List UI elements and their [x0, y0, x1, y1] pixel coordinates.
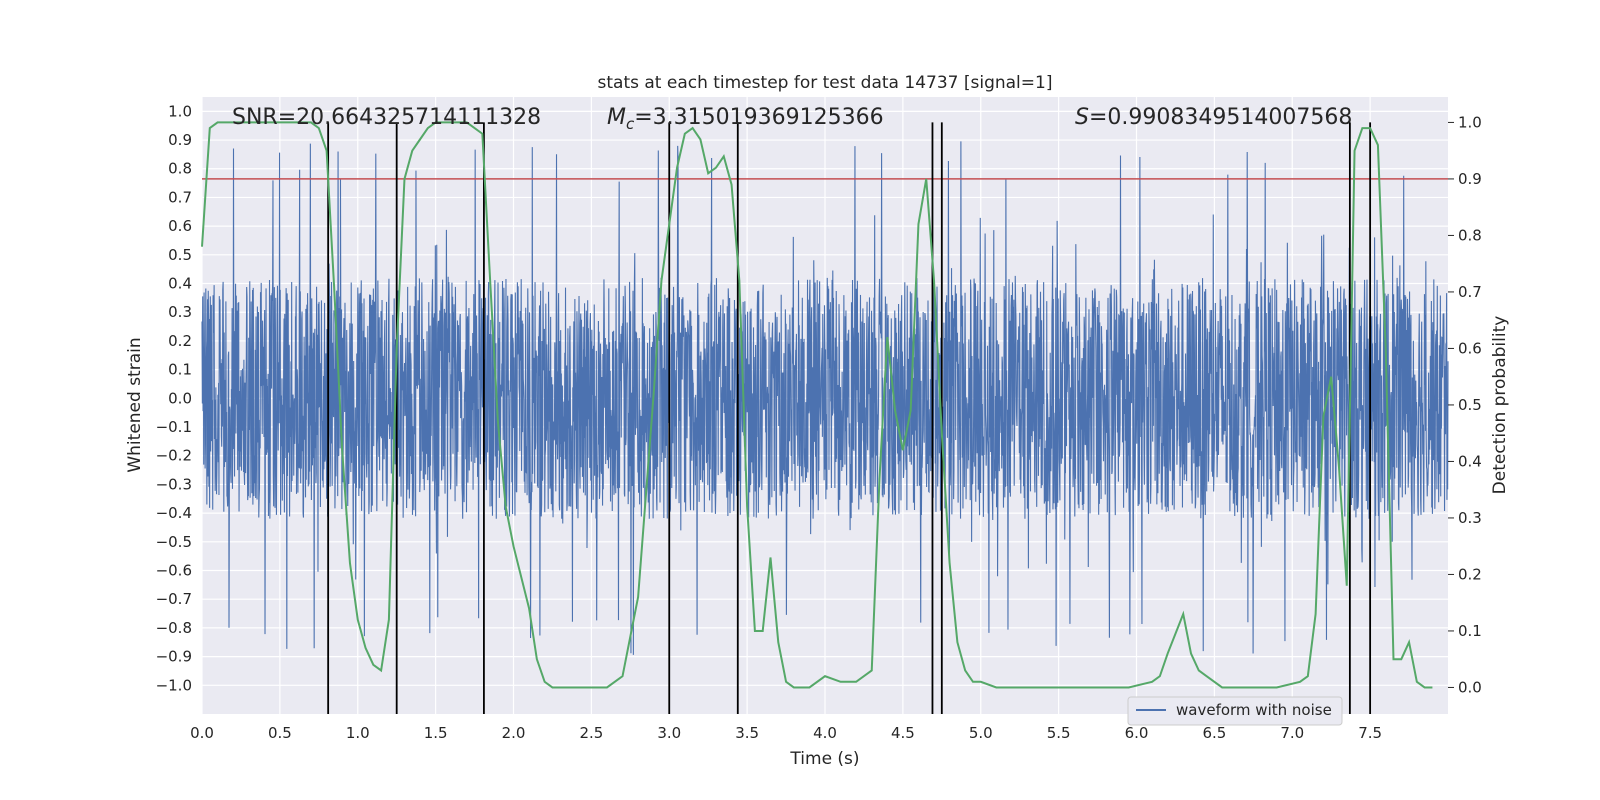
- x-tick-label: 5.5: [1047, 724, 1071, 742]
- y-tick-label: −0.8: [156, 619, 192, 637]
- right-axis-tick-label: 0.0: [1458, 678, 1482, 696]
- x-tick-label: 1.5: [424, 724, 448, 742]
- x-tick-label: 2.0: [502, 724, 526, 742]
- y-tick-label: −0.7: [156, 590, 192, 608]
- x-tick-label: 6.0: [1125, 724, 1149, 742]
- y-tick-label: −0.3: [156, 475, 192, 493]
- y-tick-label: 0.1: [168, 361, 192, 379]
- x-axis-label: Time (s): [789, 749, 859, 769]
- x-tick-label: 4.0: [813, 724, 837, 742]
- y-tick-label: −0.4: [156, 504, 192, 522]
- x-tick-label: 3.0: [657, 724, 681, 742]
- right-axis-tick-label: 0.9: [1458, 170, 1482, 188]
- plot-content: [201, 121, 1449, 714]
- x-tick-label: 5.0: [969, 724, 993, 742]
- right-axis-tick-label: 0.4: [1458, 452, 1482, 470]
- right-axis-tick-label: 0.3: [1458, 509, 1482, 527]
- y-tick-label: 0.7: [168, 188, 192, 206]
- y-tick-label: 0.2: [168, 332, 192, 350]
- y-tick-label: −0.1: [156, 418, 192, 436]
- legend-label: waveform with noise: [1176, 701, 1332, 719]
- x-tick-label: 0.0: [190, 724, 214, 742]
- detection-probability-line: [201, 121, 1433, 689]
- waveform-series-line: [201, 141, 1449, 655]
- y-tick-label: −0.2: [156, 447, 192, 465]
- y-axis-ticks: 1.0 0.9 0.8 0.7 0.6 0.5 0.4 0.3 0.2 0.1 0.0 −0.1 −0.…: [156, 102, 192, 694]
- x-tick-label: 7.5: [1358, 724, 1382, 742]
- right-axis-label: Detection probability: [1490, 316, 1510, 495]
- snr-annotation: SNR=20.664325714111328: [232, 105, 541, 130]
- y-tick-label: −0.5: [156, 533, 192, 551]
- chirp-mass-annotation: Mc=3.315019369125366: [607, 105, 884, 133]
- y-tick-label: 0.6: [168, 217, 192, 235]
- y-tick-label: −1.0: [156, 676, 192, 694]
- y-tick-label: 0.8: [168, 160, 192, 178]
- y-tick-label: 0.4: [168, 275, 192, 293]
- chart-title: stats at each timestep for test data 147…: [598, 73, 1053, 93]
- right-axis-tick-label: 0.8: [1458, 226, 1482, 244]
- right-axis-tick-label: 0.1: [1458, 622, 1482, 640]
- legend: waveform with noise: [1127, 696, 1343, 726]
- right-axis-tick-label: 0.7: [1458, 283, 1482, 301]
- y-tick-label: −0.6: [156, 562, 192, 580]
- right-axis-tick-label: 0.2: [1458, 565, 1482, 583]
- legend-box: [1127, 696, 1343, 726]
- y-tick-label: 0.9: [168, 131, 192, 149]
- y-axis-label: Whitened strain: [125, 337, 145, 472]
- x-tick-label: 4.5: [891, 724, 915, 742]
- x-tick-label: 2.5: [579, 724, 603, 742]
- right-axis-tick-label: 1.0: [1458, 113, 1482, 131]
- x-tick-label: 6.5: [1202, 724, 1226, 742]
- y-tick-label: −0.9: [156, 648, 192, 666]
- right-axis-tick-label: 0.6: [1458, 339, 1482, 357]
- x-tick-label: 1.0: [346, 724, 370, 742]
- x-tick-label: 3.5: [735, 724, 759, 742]
- score-annotation: S=0.9908349514007568: [1075, 105, 1352, 130]
- right-axis-tick-label: 0.5: [1458, 396, 1482, 414]
- x-axis-ticks: 0.0 0.5 1.0 1.5 2.0 2.5 3.0 3.5 4.0 4.5 5.0 5.5 6.0 6…: [190, 724, 1382, 742]
- y-tick-label: 1.0: [168, 102, 192, 120]
- x-tick-label: 7.0: [1280, 724, 1304, 742]
- y-tick-label: 0.0: [168, 389, 192, 407]
- right-axis-ticks: 1.0 0.9 0.8 0.7 0.6 0.5 0.4 0.3 0.2 0.1 0.0: [1448, 113, 1482, 696]
- y-tick-label: 0.5: [168, 246, 192, 264]
- x-tick-label: 0.5: [268, 724, 292, 742]
- y-tick-label: 0.3: [168, 303, 192, 321]
